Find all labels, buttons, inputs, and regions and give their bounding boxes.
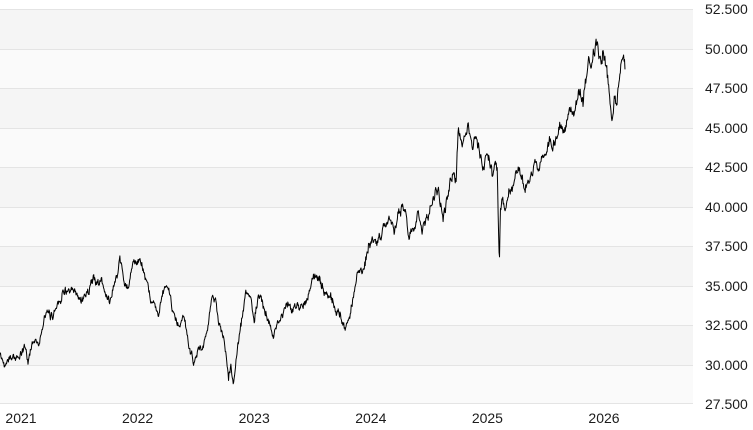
gridline [0, 365, 693, 366]
y-tick-label: 40.000 [705, 198, 748, 215]
x-tick-label: 2025 [471, 410, 503, 426]
price-line[interactable] [0, 38, 626, 385]
y-tick-label: 27.500 [705, 396, 748, 412]
y-tick-label: 35.000 [705, 277, 748, 294]
gridline [0, 286, 693, 287]
gridline [0, 403, 693, 404]
gridline [0, 9, 693, 10]
plot-band [0, 167, 693, 207]
gridline [0, 167, 693, 168]
y-tick-label: 42.500 [705, 159, 748, 175]
y-tick-label: 50.000 [705, 40, 748, 57]
x-tick-label: 2026 [588, 410, 620, 426]
plot-band [0, 48, 693, 88]
x-tick-label: 2023 [238, 410, 270, 426]
plot-band [0, 88, 693, 128]
plot-band [0, 9, 693, 49]
y-tick-label: 45.000 [705, 119, 748, 136]
gridline [0, 246, 693, 247]
x-tick-label: 2024 [355, 410, 387, 426]
x-tick-label: 2021 [5, 410, 37, 426]
gridline [0, 128, 693, 129]
y-tick-label: 52.500 [705, 1, 748, 17]
x-tick-label: 2022 [122, 410, 154, 426]
plot-band [0, 127, 693, 167]
y-tick-label: 37.500 [705, 238, 748, 254]
gridline [0, 49, 693, 50]
y-tick-label: 30.000 [705, 356, 748, 373]
plot-band [0, 325, 693, 365]
y-tick-label: 32.500 [705, 317, 748, 333]
gridline [0, 88, 693, 89]
y-tick-label: 47.500 [705, 80, 748, 96]
price-line-series[interactable] [0, 0, 693, 404]
plot-band [0, 206, 693, 246]
chart-plot-area[interactable] [0, 9, 693, 404]
gridline [0, 207, 693, 208]
plot-band [0, 285, 693, 325]
plot-band [0, 364, 693, 404]
